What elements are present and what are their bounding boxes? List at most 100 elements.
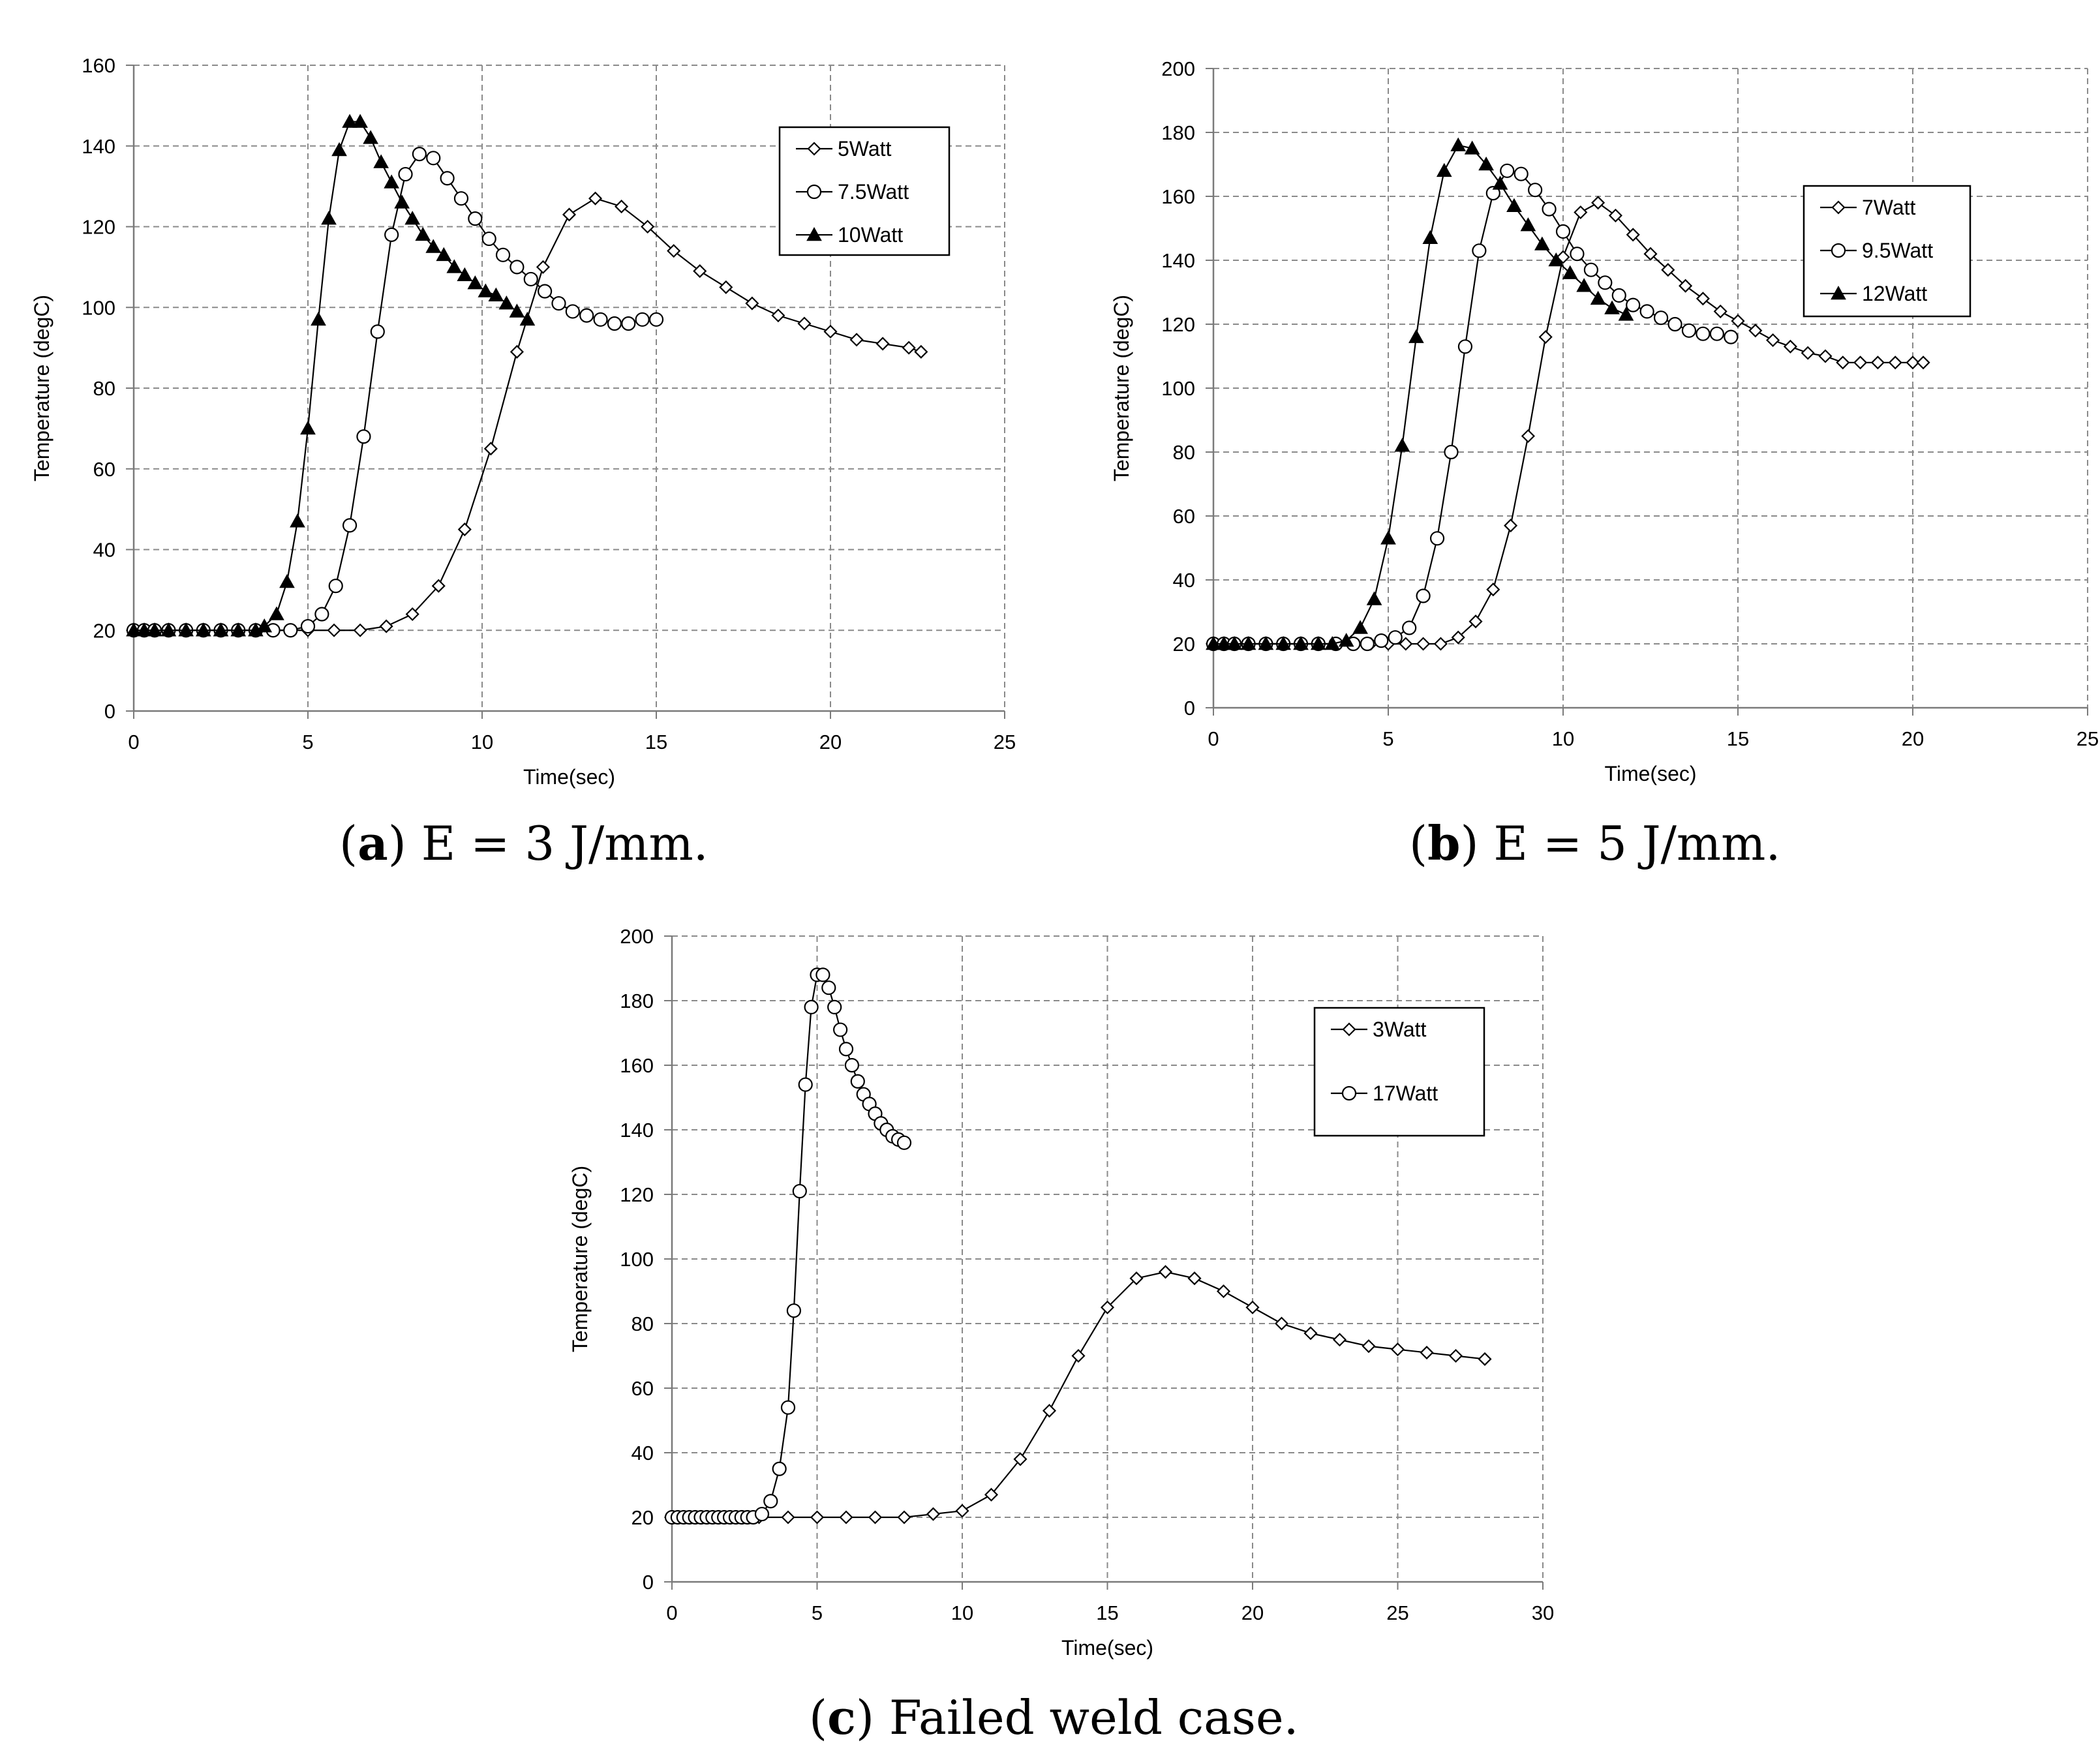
data-point: [1274, 1316, 1289, 1331]
y-tick-label: 160: [620, 1054, 654, 1077]
data-point: [536, 260, 551, 274]
data-point: [754, 1506, 770, 1522]
data-point: [1696, 326, 1711, 341]
data-point: [1457, 339, 1473, 354]
x-tick-label: 30: [1532, 1601, 1554, 1624]
data-point: [810, 1510, 825, 1524]
data-point: [1394, 438, 1410, 452]
data-point: [719, 280, 733, 294]
data-point: [551, 296, 566, 311]
series-line: [672, 974, 905, 1519]
y-tick-label: 200: [1161, 57, 1195, 80]
y-tick-label: 20: [1173, 633, 1195, 656]
data-point: [1853, 356, 1868, 370]
legend-label: 10Watt: [838, 223, 903, 247]
data-point: [1464, 140, 1480, 155]
data-point: [1420, 1345, 1434, 1360]
legend-label: 9.5Watt: [1862, 239, 1933, 262]
data-point: [467, 275, 483, 290]
data-point: [1611, 288, 1626, 303]
caption-c: (c) Failed weld case.: [809, 1690, 1299, 1745]
data-point: [565, 304, 580, 319]
data-point: [1486, 583, 1500, 597]
caption-b: (b) E = 5 J/mm.: [1409, 815, 1781, 871]
data-point: [1555, 224, 1571, 239]
data-point: [1303, 1326, 1318, 1341]
data-point: [311, 311, 326, 326]
data-point: [1836, 356, 1850, 370]
series-line: [134, 197, 922, 631]
data-point: [781, 1510, 795, 1524]
y-tick-label: 80: [1173, 441, 1195, 464]
data-point: [1380, 530, 1396, 545]
y-tick-label: 60: [632, 1377, 654, 1400]
y-tick-label: 160: [1161, 185, 1195, 208]
data-point: [300, 618, 316, 634]
y-tick-label: 200: [620, 925, 654, 948]
data-point: [593, 312, 608, 327]
data-point: [797, 316, 812, 331]
data-point: [1240, 635, 1256, 650]
legend-marker: [806, 184, 822, 200]
data-point: [1504, 519, 1518, 533]
data-point: [1444, 444, 1459, 460]
data-point: [1626, 228, 1640, 242]
data-point: [328, 579, 343, 594]
data-point: [398, 166, 413, 182]
data-point: [279, 573, 295, 588]
data-point: [1916, 356, 1930, 370]
data-point: [1310, 635, 1326, 650]
data-point: [1576, 278, 1592, 292]
data-point: [283, 623, 298, 638]
data-point: [1450, 137, 1467, 151]
data-point: [523, 271, 538, 287]
legend-label: 7Watt: [1862, 196, 1916, 219]
data-point: [868, 1510, 883, 1524]
data-point: [607, 316, 622, 331]
series-3Watt: [665, 1265, 1492, 1524]
data-point: [314, 607, 329, 622]
y-tick-label: 120: [82, 216, 115, 239]
data-point: [509, 303, 525, 318]
data-point: [792, 1183, 807, 1199]
data-point: [849, 333, 864, 347]
x-tick-label: 20: [1902, 727, 1924, 750]
data-point: [1766, 333, 1780, 348]
data-point: [327, 623, 341, 637]
data-point: [1226, 635, 1243, 650]
y-tick-label: 140: [82, 135, 115, 158]
series-line: [134, 153, 656, 631]
x-tick-label: 5: [812, 1601, 823, 1624]
data-point: [588, 191, 603, 205]
data-point: [510, 260, 525, 275]
data-point: [353, 623, 367, 637]
data-point: [425, 239, 442, 253]
data-point: [1492, 175, 1508, 190]
data-point: [1870, 356, 1885, 370]
data-point: [1506, 198, 1522, 212]
legend: 3Watt 17Watt: [1313, 1007, 1485, 1137]
data-point: [1724, 329, 1739, 344]
data-point: [1598, 275, 1613, 290]
y-axis-label: Temperature (degC): [1110, 295, 1133, 481]
data-point: [352, 114, 368, 128]
data-point: [1906, 356, 1920, 370]
data-point: [213, 622, 229, 637]
data-point: [373, 154, 389, 168]
y-tick-label: 100: [620, 1248, 654, 1271]
y-tick-label: 140: [620, 1119, 654, 1142]
data-point: [1187, 1271, 1202, 1286]
data-point: [331, 142, 347, 157]
data-point: [269, 606, 284, 620]
data-point: [1100, 1300, 1115, 1314]
data-point: [1275, 635, 1292, 650]
data-point: [745, 296, 759, 311]
data-point: [1216, 1284, 1231, 1299]
data-point: [648, 312, 664, 327]
series-line: [1213, 144, 1626, 645]
y-tick-label: 120: [620, 1183, 654, 1206]
data-point: [1696, 292, 1710, 306]
data-point: [897, 1510, 911, 1524]
data-point: [384, 227, 399, 242]
data-point: [763, 1494, 778, 1509]
